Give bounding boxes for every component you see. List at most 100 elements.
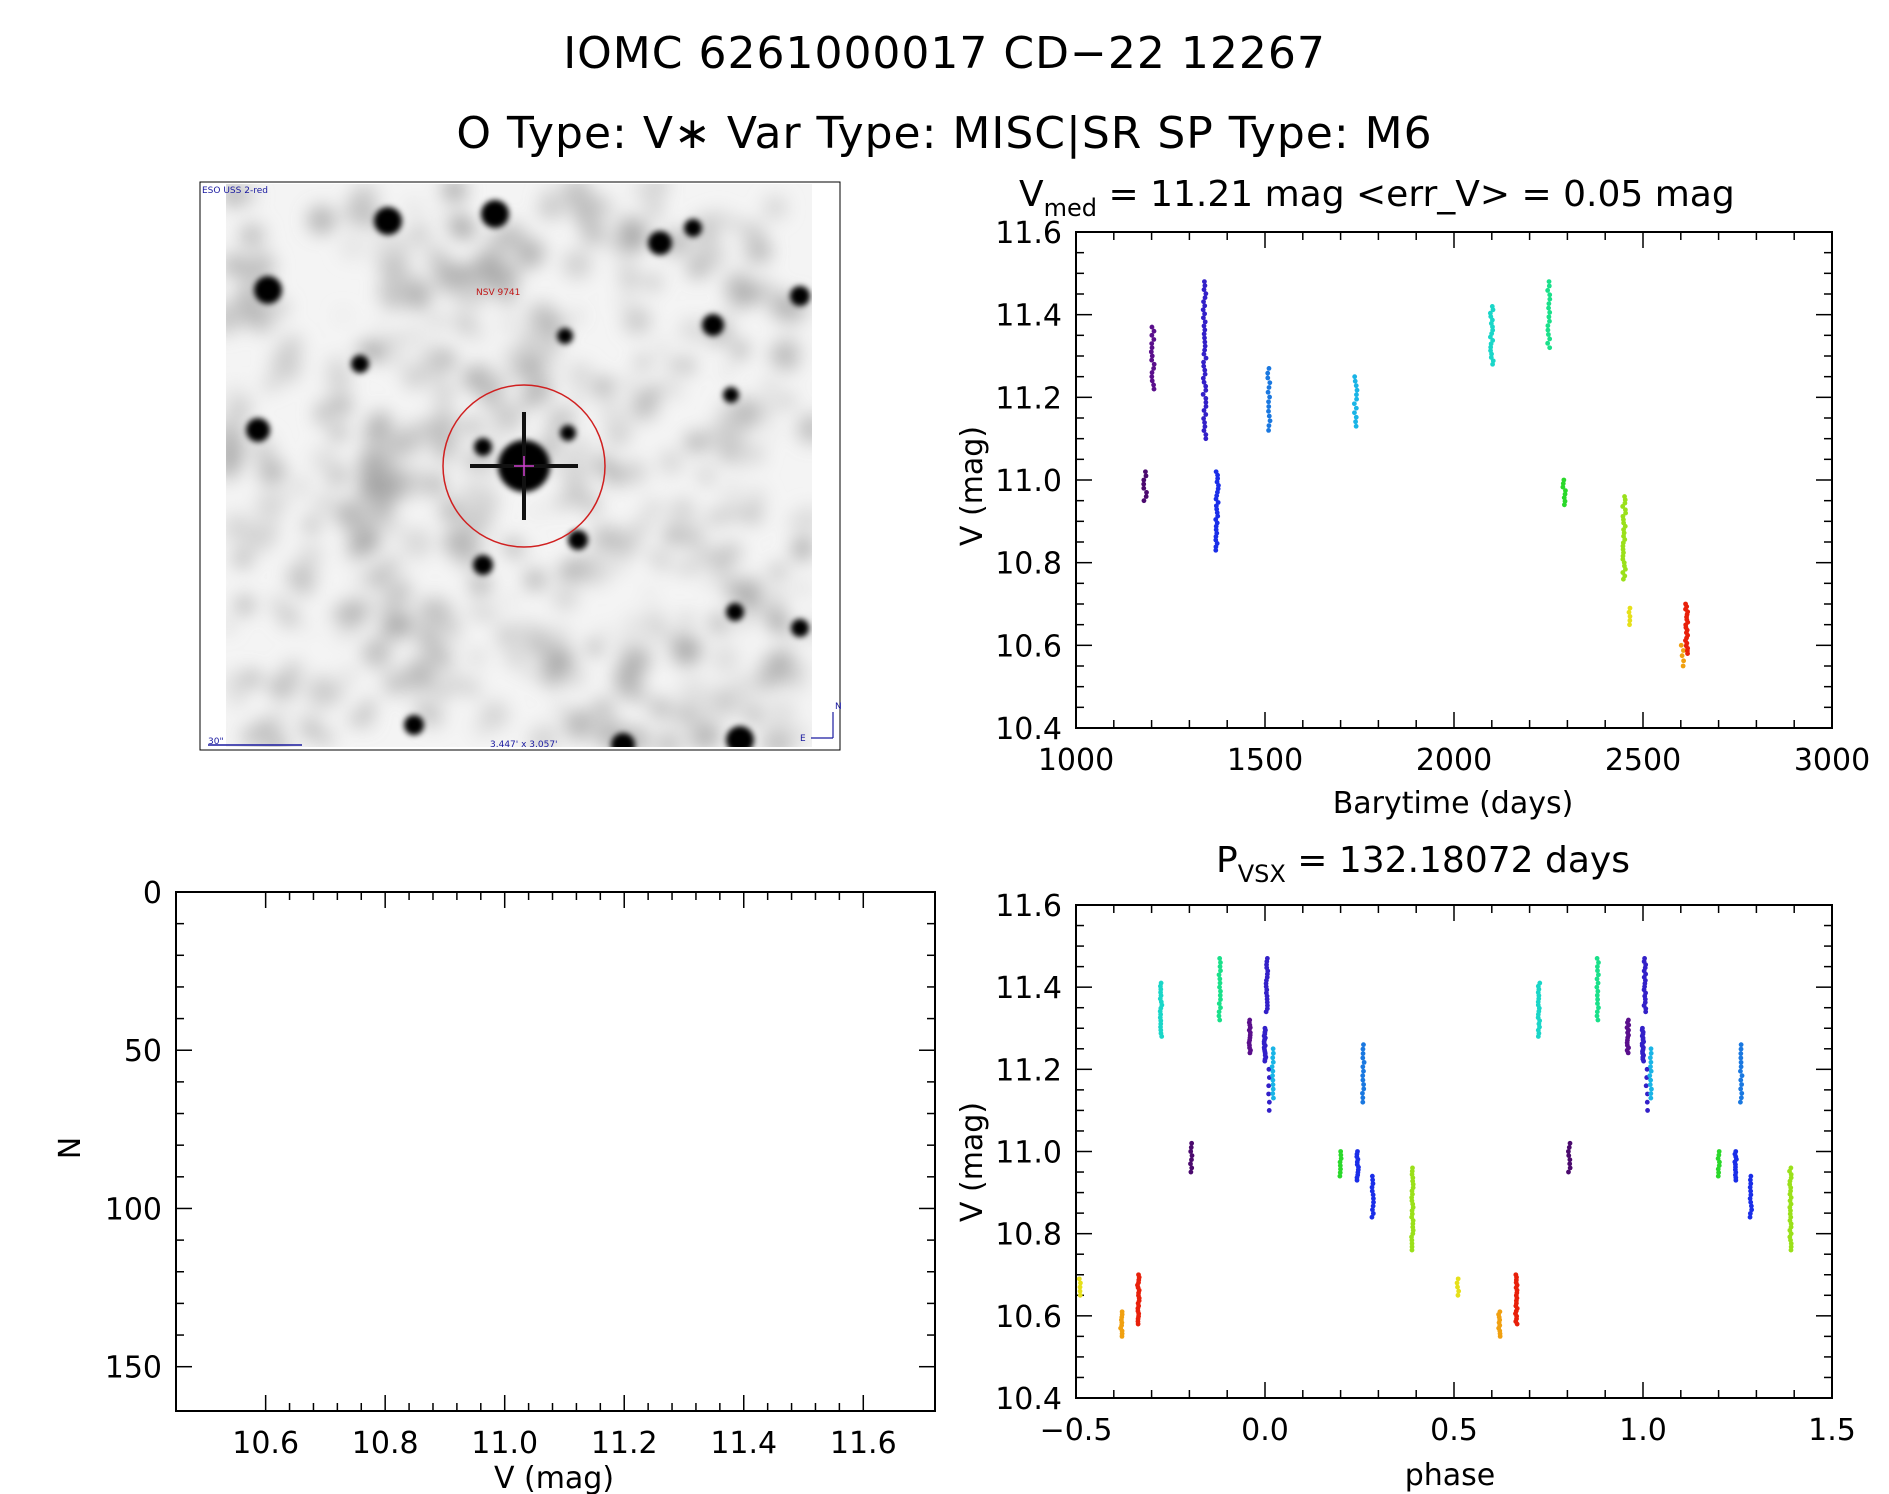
phased-point <box>1496 1312 1501 1317</box>
lightcurve-point <box>1213 544 1219 550</box>
phased-point <box>1077 1284 1083 1290</box>
phased-point <box>1188 1169 1194 1175</box>
lightcurve-point <box>1620 570 1626 575</box>
lightcurve-point <box>1684 612 1690 617</box>
phased-point <box>1360 1077 1366 1083</box>
phased-point <box>1496 1325 1502 1331</box>
phased-point <box>1536 1030 1542 1036</box>
phased-point <box>1338 1166 1343 1172</box>
phased-point <box>1643 962 1649 968</box>
lightcurve-point <box>1620 540 1626 546</box>
phased-point <box>1640 1054 1646 1060</box>
phased-point <box>1136 1313 1141 1319</box>
phased-point <box>1370 1192 1376 1198</box>
lightcurve-point <box>1620 556 1626 562</box>
lightcurve-point <box>1213 537 1219 543</box>
phased-point <box>1640 1025 1645 1031</box>
lightcurve-point <box>1684 617 1690 623</box>
phased-point <box>1369 1188 1375 1194</box>
phased-point <box>1262 1050 1268 1056</box>
phased-point <box>1788 1165 1794 1171</box>
phased-point <box>1136 1298 1142 1304</box>
lightcurve-point <box>1141 498 1147 504</box>
lightcurve-point <box>1545 327 1551 333</box>
phased-point <box>1189 1165 1195 1171</box>
phased-point <box>1732 1159 1738 1165</box>
phased-point <box>1642 999 1648 1005</box>
phased-point <box>1247 1022 1253 1028</box>
phased-point <box>1077 1288 1083 1294</box>
lightcurve-point <box>1622 537 1628 542</box>
lightcurve-point <box>1622 573 1628 579</box>
lightcurve-xtick-label: 1500 <box>1227 743 1303 778</box>
lightcurve-point <box>1215 486 1221 492</box>
phased-point <box>1595 1017 1601 1023</box>
phased-point <box>1787 1181 1793 1187</box>
phased-point <box>1337 1159 1343 1165</box>
phased-point <box>1624 1025 1630 1031</box>
phased-point <box>1246 1040 1252 1046</box>
lightcurve-point <box>1546 314 1552 320</box>
svg-text:N: N <box>835 702 842 712</box>
phased-point <box>1787 1191 1793 1197</box>
phased-point <box>1594 1013 1600 1019</box>
phased-point <box>1648 1059 1654 1065</box>
phased-point <box>1787 1198 1793 1204</box>
histogram-xtick-label: 10.6 <box>232 1426 299 1461</box>
phased-point <box>1737 1099 1743 1105</box>
phased-point <box>1639 1043 1645 1049</box>
lightcurve-point <box>1143 469 1148 475</box>
phased-point <box>1118 1325 1124 1331</box>
phased-point <box>1270 1059 1276 1065</box>
phased-point <box>1644 1099 1650 1105</box>
phased-point <box>1217 956 1223 961</box>
phased-point <box>1135 1319 1141 1324</box>
phased-point <box>1595 1001 1600 1006</box>
phased-point <box>1354 1151 1360 1157</box>
phased-point <box>1135 1321 1141 1327</box>
phased-point <box>1640 1035 1646 1041</box>
lightcurve-point <box>1203 387 1209 393</box>
lightcurve-point <box>1151 361 1157 367</box>
lightcurve-point <box>1200 315 1206 321</box>
lightcurve-point <box>1620 513 1626 519</box>
phased-point <box>1739 1073 1745 1079</box>
lightcurve-point <box>1215 472 1220 478</box>
phased-point <box>1787 1227 1793 1233</box>
lightcurve-point <box>1151 328 1157 334</box>
lightcurve-point <box>1149 378 1155 384</box>
phased-point <box>1594 1009 1600 1015</box>
lightcurve-point <box>1562 491 1568 497</box>
phased-point <box>1157 1015 1163 1021</box>
lightcurve-point <box>1621 533 1626 539</box>
phased-point <box>1263 984 1269 990</box>
phased-point <box>1337 1163 1343 1168</box>
phased-point <box>1159 1002 1165 1008</box>
phased-point <box>1136 1277 1142 1283</box>
phased-point <box>1354 1162 1360 1167</box>
phased-point <box>1513 1277 1519 1283</box>
lightcurve-point <box>1547 318 1552 324</box>
lightcurve-point <box>1621 520 1627 526</box>
phased-point <box>1076 1276 1082 1282</box>
phased-point <box>1748 1188 1754 1194</box>
phased-ytick-label: 11.2 <box>995 1053 1062 1088</box>
phased-point <box>1270 1068 1276 1074</box>
lightcurve-point <box>1203 412 1209 417</box>
phased-point <box>1648 1091 1654 1097</box>
phased-point <box>1266 1108 1272 1113</box>
phased-point <box>1643 971 1649 977</box>
phased-point <box>1355 1149 1360 1154</box>
phased-xtick-label: 1.5 <box>1808 1413 1856 1448</box>
lightcurve-point <box>1200 375 1206 381</box>
phased-point <box>1263 990 1269 996</box>
phased-point <box>1409 1172 1415 1177</box>
phased-point <box>1136 1274 1142 1280</box>
phased-point <box>1217 992 1223 998</box>
lightcurve-point <box>1352 378 1358 384</box>
phased-point <box>1788 1224 1794 1230</box>
phased-point <box>1513 1280 1519 1285</box>
lightcurve-point <box>1213 496 1219 502</box>
phased-point <box>1536 986 1542 992</box>
